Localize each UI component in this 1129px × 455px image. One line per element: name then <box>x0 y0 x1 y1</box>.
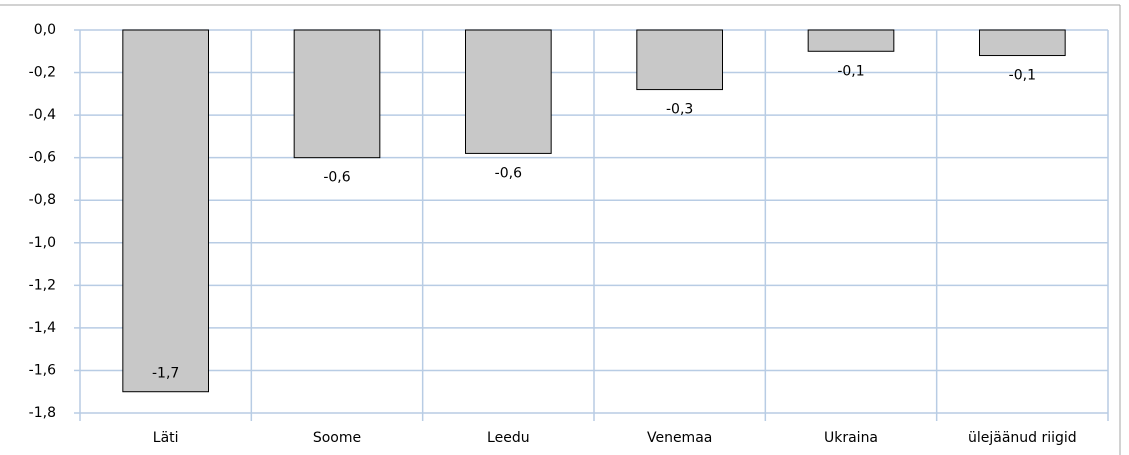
x-tick-label: Ukraina <box>824 430 878 446</box>
y-tick-label: -1,2 <box>29 277 56 293</box>
y-tick-label: -1,0 <box>29 235 56 251</box>
value-label: -0,6 <box>495 165 522 181</box>
y-tick-label: -0,4 <box>29 107 56 123</box>
bar <box>293 29 381 159</box>
value-label: -0,3 <box>666 102 693 118</box>
y-tick-label: -0,6 <box>29 150 56 166</box>
y-tick-label: -0,8 <box>29 192 56 208</box>
y-tick-label: -1,6 <box>29 362 56 378</box>
value-label: -0,1 <box>1009 68 1036 84</box>
x-tick-label: Leedu <box>487 430 530 446</box>
x-tick-label: ülejäänud riigid <box>968 430 1077 446</box>
x-tick-label: Soome <box>313 430 361 446</box>
y-tick-label: 0,0 <box>34 22 56 38</box>
bar <box>807 29 895 52</box>
y-tick-label: -0,2 <box>29 65 56 81</box>
bar <box>465 29 552 154</box>
bar <box>636 29 723 91</box>
x-tick-label: Läti <box>153 430 179 446</box>
y-tick-label: -1,8 <box>29 405 56 421</box>
bar <box>122 29 209 393</box>
y-tick-label: -1,4 <box>29 320 56 336</box>
bar <box>979 29 1066 57</box>
x-tick-label: Venemaa <box>647 430 712 446</box>
value-label: -1,7 <box>152 366 179 382</box>
value-label: -0,6 <box>323 170 350 186</box>
value-label: -0,1 <box>837 63 864 79</box>
